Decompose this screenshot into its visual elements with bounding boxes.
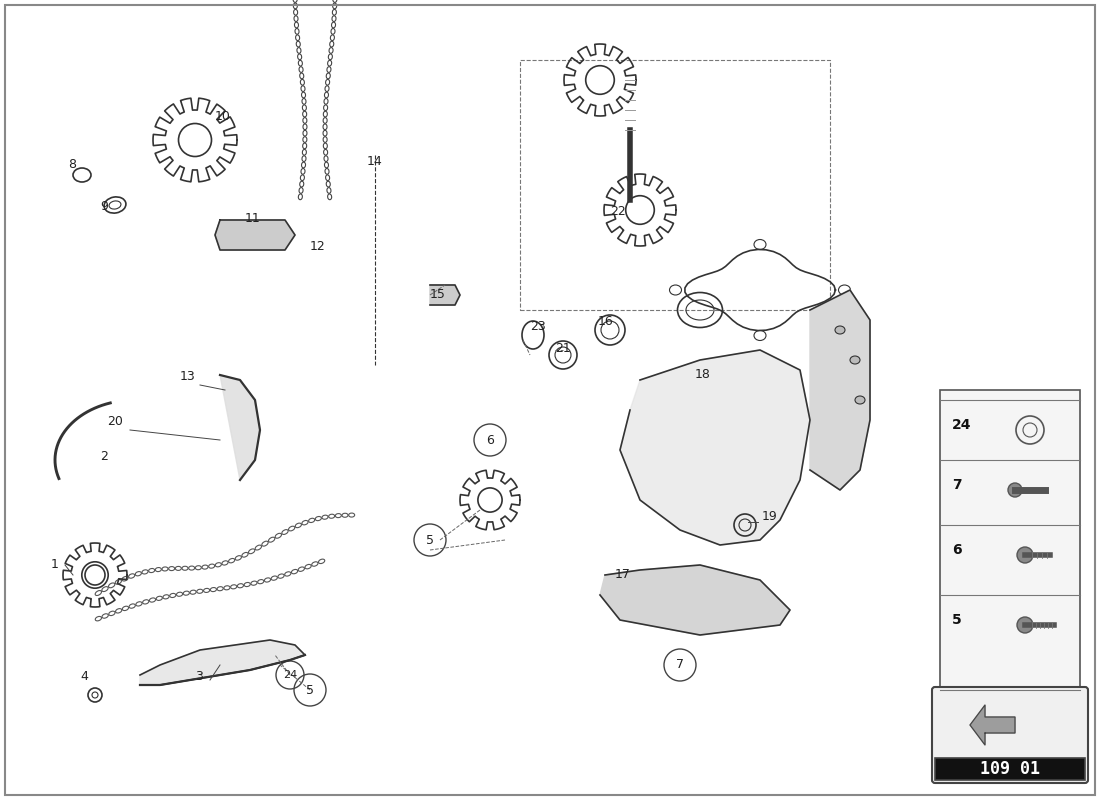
Text: 9: 9	[100, 200, 108, 213]
Text: 23: 23	[530, 320, 546, 333]
Text: 5: 5	[952, 613, 961, 627]
Polygon shape	[220, 375, 260, 480]
Polygon shape	[600, 565, 790, 635]
Polygon shape	[810, 290, 870, 490]
Polygon shape	[430, 285, 460, 305]
Text: 14: 14	[367, 155, 383, 168]
Text: 18: 18	[695, 368, 711, 381]
Text: 6: 6	[486, 434, 494, 446]
Text: 15: 15	[430, 288, 446, 301]
Polygon shape	[970, 705, 1015, 745]
Ellipse shape	[1018, 547, 1033, 563]
Text: 3: 3	[195, 670, 202, 683]
Text: 8: 8	[68, 158, 76, 171]
Text: 5: 5	[426, 534, 434, 546]
Polygon shape	[214, 220, 295, 250]
Text: 7: 7	[952, 478, 961, 492]
Text: 13: 13	[180, 370, 196, 383]
FancyBboxPatch shape	[932, 687, 1088, 783]
Bar	[940, 390, 1080, 690]
Text: 16: 16	[598, 315, 614, 328]
Ellipse shape	[1008, 483, 1022, 497]
Ellipse shape	[850, 356, 860, 364]
Text: 21: 21	[556, 342, 571, 355]
Text: 1: 1	[51, 558, 59, 571]
Text: 20: 20	[107, 415, 123, 428]
Text: 2: 2	[100, 450, 108, 463]
Bar	[520, 60, 830, 310]
Text: 17: 17	[615, 568, 631, 581]
Text: 12: 12	[310, 240, 326, 253]
Text: 10: 10	[214, 110, 231, 123]
Polygon shape	[620, 350, 810, 545]
Ellipse shape	[1018, 617, 1033, 633]
Text: 109 01: 109 01	[980, 760, 1040, 778]
Text: 4: 4	[80, 670, 88, 683]
Ellipse shape	[835, 326, 845, 334]
Text: 11: 11	[245, 212, 261, 225]
Text: 22: 22	[610, 205, 626, 218]
Text: 24: 24	[952, 418, 971, 432]
Bar	[935, 758, 1085, 780]
Text: 7: 7	[676, 658, 684, 671]
Text: 5: 5	[306, 683, 313, 697]
Ellipse shape	[855, 396, 865, 404]
Text: 19: 19	[762, 510, 778, 523]
Polygon shape	[140, 640, 305, 685]
Text: 24: 24	[283, 670, 297, 680]
Text: 6: 6	[952, 543, 961, 557]
